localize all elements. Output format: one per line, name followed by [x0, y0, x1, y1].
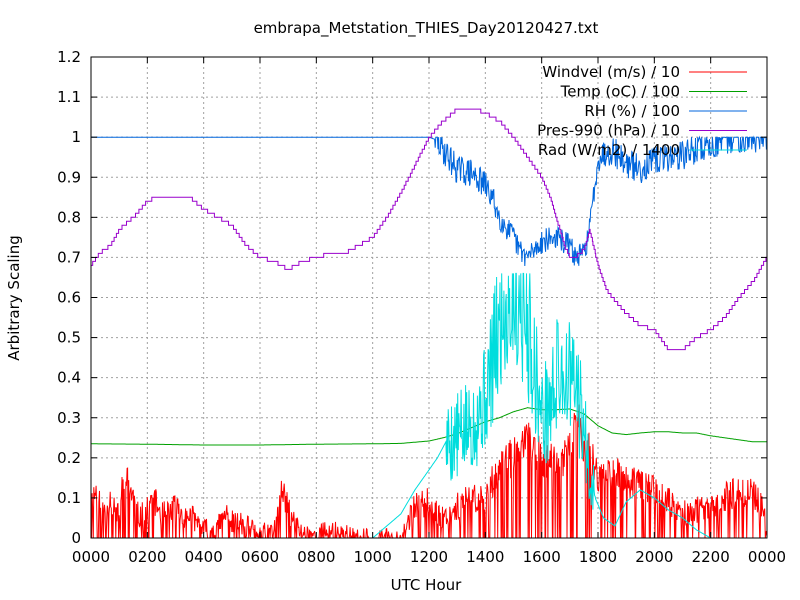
y-tick-label: 1.2 — [57, 48, 81, 66]
series-line-1 — [91, 407, 767, 446]
y-tick-label: 0.2 — [57, 449, 81, 467]
x-tick-label: 0000 — [72, 548, 110, 566]
legend-label: Windvel (m/s) / 10 — [542, 63, 680, 81]
legend-label: RH (%) / 100 — [584, 102, 680, 120]
legend-label: Rad (W/m2) / 1400 — [538, 141, 680, 159]
x-tick-label: 0200 — [128, 548, 166, 566]
y-tick-label: 0.6 — [57, 289, 81, 307]
series-line-0 — [90, 404, 768, 540]
x-axis-ticks: 0000 0200 0400 0600 0800 1000 1200 1400 1600 1800… — [72, 57, 786, 566]
y-tick-label: 0.7 — [57, 248, 81, 266]
legend-label: Pres-990 (hPa) / 10 — [537, 122, 680, 140]
y-tick-label: 0.9 — [57, 168, 81, 186]
x-tick-label: 2000 — [635, 548, 673, 566]
x-tick-label: 0600 — [241, 548, 279, 566]
y-tick-label: 0.4 — [57, 369, 81, 387]
y-tick-label: 0.1 — [57, 489, 81, 507]
series-line-3 — [91, 108, 767, 351]
legend-label: Temp (oC) / 100 — [560, 83, 680, 101]
y-tick-label: 0.3 — [57, 409, 81, 427]
y-axis-title: Arbitrary Scaling — [5, 235, 23, 361]
x-tick-label: 1000 — [354, 548, 392, 566]
x-tick-label: 0400 — [185, 548, 223, 566]
y-tick-label: 1.1 — [57, 88, 81, 106]
y-tick-label: 1 — [71, 128, 81, 146]
x-tick-label: 0000 — [748, 548, 786, 566]
y-tick-label: 0.5 — [57, 329, 81, 347]
x-tick-label: 1200 — [410, 548, 448, 566]
x-tick-label: 0800 — [297, 548, 335, 566]
y-tick-label: 0.8 — [57, 208, 81, 226]
x-tick-label: 1800 — [579, 548, 617, 566]
x-tick-label: 1600 — [523, 548, 561, 566]
y-tick-label: 0 — [71, 529, 81, 547]
chart-title: embrapa_Metstation_THIES_Day20120427.txt — [254, 19, 599, 38]
x-axis-title: UTC Hour — [391, 576, 462, 594]
y-axis-ticks: 0 0.1 0.2 0.3 0.4 0.5 0.6 0.7 0.8 0.9 1 1.1 1.2 — [57, 48, 767, 547]
x-tick-label: 1400 — [466, 548, 504, 566]
x-tick-label: 2200 — [692, 548, 730, 566]
